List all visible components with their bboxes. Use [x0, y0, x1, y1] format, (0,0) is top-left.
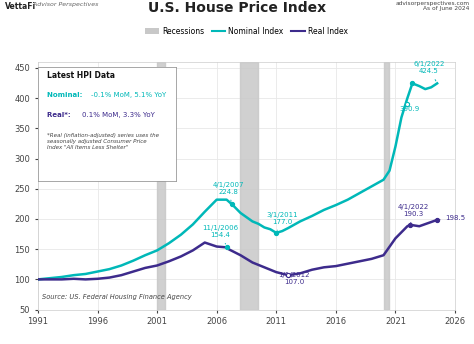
Text: 390.9: 390.9	[400, 104, 420, 112]
Text: 6/1/2022
424.5: 6/1/2022 424.5	[413, 61, 445, 81]
Text: 4/1/2007
224.8: 4/1/2007 224.8	[213, 182, 245, 201]
Text: 3/1/2011
177.0: 3/1/2011 177.0	[266, 212, 298, 230]
Bar	[157, 62, 165, 310]
Legend: Recessions, Nominal Index, Real Index: Recessions, Nominal Index, Real Index	[144, 26, 349, 37]
Text: 11/1/2006
154.4: 11/1/2006 154.4	[202, 225, 238, 244]
Text: 198.5: 198.5	[440, 215, 465, 221]
Text: VettaFi: VettaFi	[5, 2, 36, 11]
Text: advisorperspectives.com
As of June 2024: advisorperspectives.com As of June 2024	[395, 1, 469, 11]
Text: U.S. House Price Index: U.S. House Price Index	[148, 1, 326, 15]
Text: Source: US. Federal Housing Finance Agency: Source: US. Federal Housing Finance Agen…	[42, 294, 191, 300]
Text: 1/1/2012
107.0: 1/1/2012 107.0	[278, 272, 310, 284]
Text: 4/1/2022
190.3: 4/1/2022 190.3	[398, 204, 429, 225]
Bar	[383, 62, 390, 310]
Bar	[239, 62, 258, 310]
Text: Advisor Perspectives: Advisor Perspectives	[29, 2, 99, 7]
